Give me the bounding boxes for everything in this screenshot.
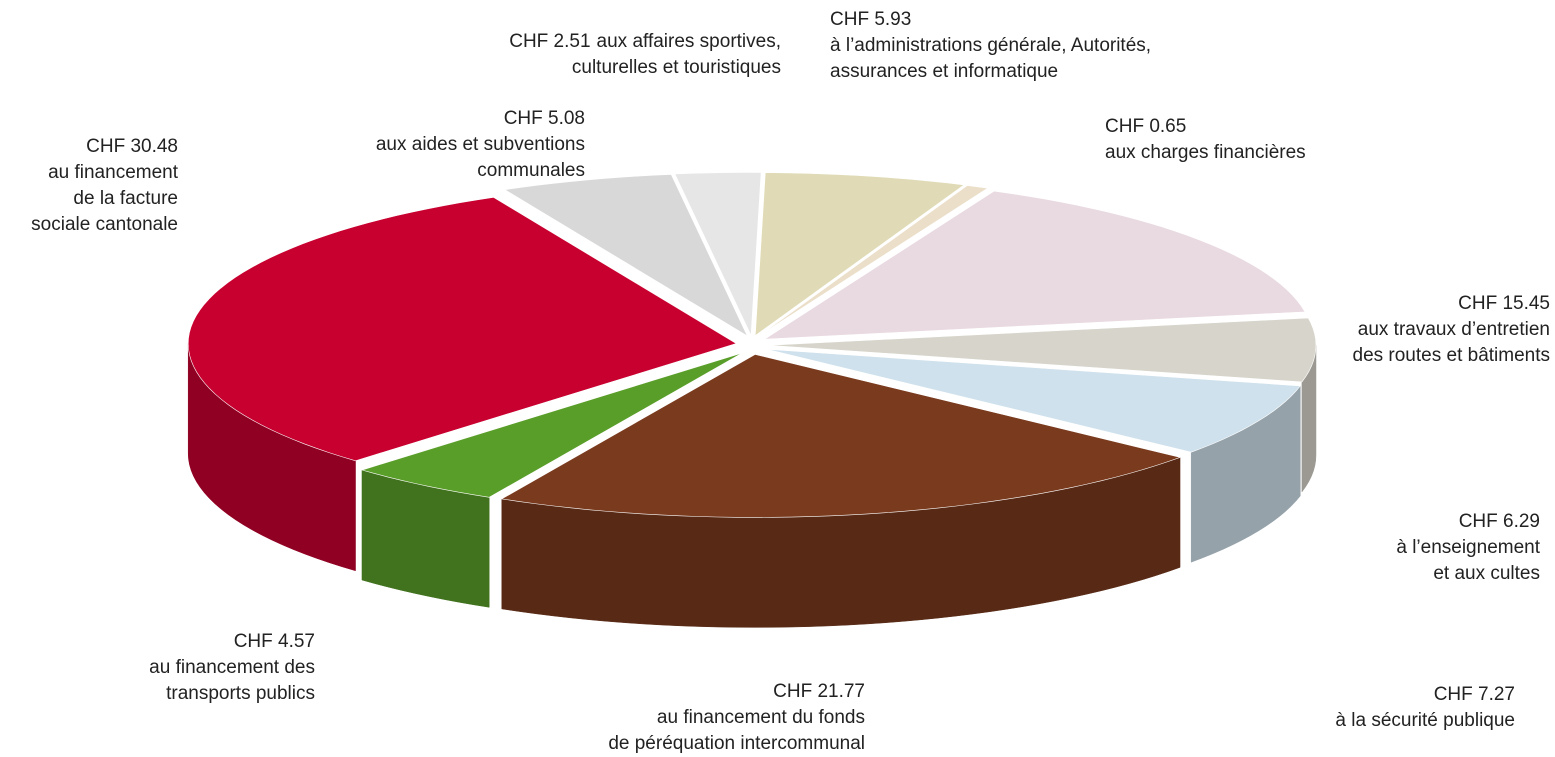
value-label: CHF 4.57 xyxy=(234,631,315,652)
category-label: aux affaires sportives, xyxy=(597,31,781,52)
value-label: CHF 6.29 xyxy=(1459,511,1540,532)
category-label: aux travaux d’entretien xyxy=(1358,319,1550,340)
value-label: CHF 5.08 xyxy=(504,108,585,129)
category-label: de la facture xyxy=(73,188,178,209)
slice-label: CHF 5.08 aux aides et subventions communal… xyxy=(376,108,585,181)
value-label: CHF 15.45 xyxy=(1458,293,1550,314)
value-label: CHF 21.77 xyxy=(773,681,865,702)
slice-label: CHF 2.51 aux affaires sportives, culturell… xyxy=(509,31,781,78)
slice-label: CHF 0.65 aux charges financières xyxy=(1105,116,1306,163)
category-label: assurances et informatique xyxy=(830,61,1058,82)
page: CHF 30.48 au financement de la facture soci… xyxy=(0,0,1555,757)
category-label: au financement des xyxy=(149,657,315,678)
chart: CHF 30.48 au financement de la facture soci… xyxy=(0,0,1555,757)
category-label: à la sécurité publique xyxy=(1335,710,1515,731)
category-label: à l’enseignement xyxy=(1396,537,1540,558)
value-label: CHF 0.65 xyxy=(1105,116,1186,137)
slice-label: CHF 4.57 au financement des transports pub… xyxy=(149,631,315,704)
value-label: CHF 7.27 xyxy=(1434,684,1515,705)
category-label: de péréquation intercommunal xyxy=(608,733,865,754)
category-label: sociale cantonale xyxy=(31,214,178,235)
category-label: et aux cultes xyxy=(1433,563,1540,584)
label-line: CHF 2.51 aux affaires sportives, xyxy=(509,31,781,52)
slice-label: CHF 30.48 au financement de la facture soci… xyxy=(31,136,179,235)
category-label: communales xyxy=(477,160,585,181)
slice-label: CHF 5.93 à l’administrations générale, Au… xyxy=(830,9,1151,82)
slice-label: CHF 6.29 à l’enseignement et aux cultes xyxy=(1396,511,1540,584)
slice-label: CHF 7.27 à la sécurité publique xyxy=(1335,684,1515,731)
value-label: CHF 2.51 xyxy=(509,31,590,52)
category-label: des routes et bâtiments xyxy=(1353,345,1551,366)
value-label: CHF 5.93 xyxy=(830,9,911,30)
pie-tops xyxy=(188,172,1316,517)
slice-label: CHF 21.77 au financement du fonds de péréq… xyxy=(608,681,865,754)
category-label: transports publics xyxy=(166,683,315,704)
category-label: au financement du fonds xyxy=(657,707,865,728)
category-label: au financement xyxy=(48,162,179,183)
category-label: aux charges financières xyxy=(1105,142,1306,163)
value-label: CHF 30.48 xyxy=(86,136,178,157)
category-label: culturelles et touristiques xyxy=(572,57,781,78)
category-label: aux aides et subventions xyxy=(376,134,585,155)
category-label: à l’administrations générale, Autorités, xyxy=(830,35,1151,56)
slice-label: CHF 15.45 aux travaux d’entretien des rout… xyxy=(1353,293,1551,366)
